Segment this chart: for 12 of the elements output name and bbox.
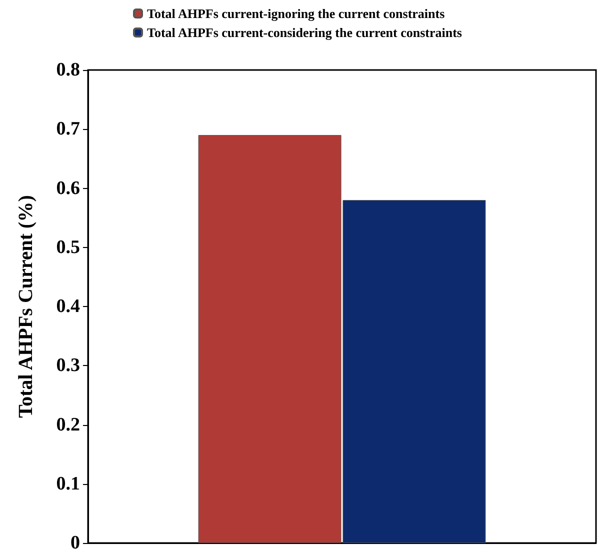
y-tick-label: 0.6 — [56, 178, 80, 199]
y-tick-label: 0.4 — [56, 296, 80, 317]
y-tick-label: 0 — [70, 532, 80, 553]
y-tick-label: 0.2 — [56, 414, 80, 436]
legend-label: Total AHPFs current-considering the current constraints — [147, 25, 462, 40]
y-tick-label: 0.5 — [56, 236, 80, 258]
legend-label: Total AHPFs current-ignoring the current constraints — [147, 6, 445, 21]
y-tick-label: 0.3 — [56, 355, 80, 376]
y-tick-label: 0.1 — [56, 473, 80, 494]
y-tick-label: 0.7 — [56, 118, 80, 140]
y-axis-title: Total AHPFs Current (%) — [15, 195, 37, 418]
y-tick-label: 0.8 — [56, 60, 80, 80]
